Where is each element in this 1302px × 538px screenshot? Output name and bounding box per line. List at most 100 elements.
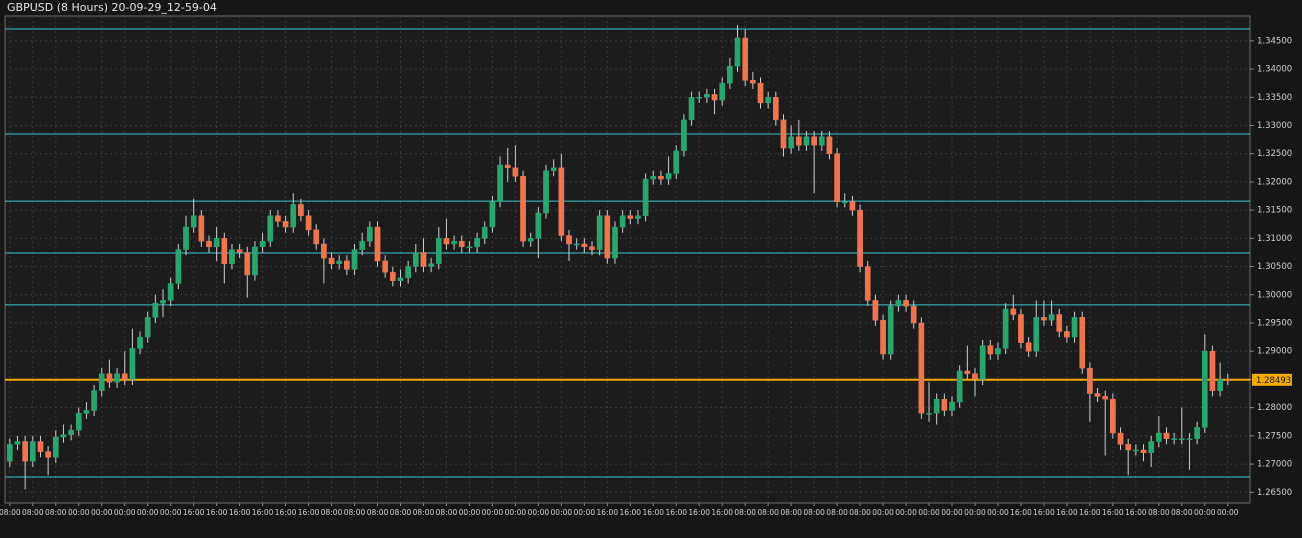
candle-body [114, 373, 120, 383]
candle-body [1117, 432, 1124, 445]
candle-body [183, 226, 189, 250]
candle-body [428, 263, 434, 267]
x-tick-label: 00:00 [1194, 508, 1216, 517]
candle-body [619, 215, 626, 228]
candle-body [267, 215, 274, 242]
candle-body [734, 37, 741, 67]
candle-body [581, 243, 588, 248]
y-tick-label: 1.31000 [1257, 234, 1292, 244]
candle-body [282, 221, 289, 228]
candle-body [1048, 314, 1055, 321]
candle-body [826, 136, 833, 154]
x-tick-label: 16:00 [1033, 508, 1055, 517]
candle-body [481, 226, 488, 239]
candle-body [152, 302, 159, 318]
candle-body [83, 410, 90, 414]
grid [5, 16, 1250, 503]
candle-body [6, 444, 13, 462]
candle-body [474, 238, 480, 248]
candle-body [795, 136, 802, 146]
candle-body [106, 373, 113, 383]
x-tick-label: 00:00 [505, 508, 527, 517]
candle-body [841, 201, 848, 203]
x-tick-label: 00:00 [987, 508, 1009, 517]
candle-body [772, 97, 779, 121]
candle-body [1079, 317, 1086, 369]
candle-body [1010, 308, 1017, 315]
candle-body [642, 178, 649, 217]
x-tick-label: 08:00 [780, 508, 802, 517]
candle-body [543, 170, 549, 214]
candle-body [389, 271, 396, 281]
x-tick-label: 16:00 [596, 508, 618, 517]
x-tick-label: 08:00 [1171, 508, 1193, 517]
candle-body [14, 441, 21, 445]
candle-body [964, 370, 971, 375]
candle-body [1018, 314, 1024, 343]
candle-body [512, 167, 519, 177]
x-tick-label: 16:00 [275, 508, 297, 517]
candle-body [596, 215, 603, 250]
candle-body [489, 201, 496, 228]
candle-body [612, 226, 618, 259]
candle-body [229, 249, 235, 264]
x-tick-label: 16:00 [688, 508, 710, 517]
x-tick-label: 16:00 [665, 508, 687, 517]
candle-body [658, 176, 664, 180]
x-tick-label: 08:00 [757, 508, 779, 517]
x-tick-label: 16:00 [252, 508, 274, 517]
candle-body [1140, 449, 1147, 454]
candle-body [696, 97, 703, 99]
candle-body [213, 238, 220, 248]
current-price-label: 1.28493 [1256, 376, 1291, 386]
candle-body [673, 150, 680, 174]
candle-body [1025, 342, 1032, 352]
y-tick-label: 1.27000 [1257, 460, 1292, 470]
candle-body [956, 370, 963, 403]
x-tick-label: 08:00 [321, 508, 343, 517]
candle-body [880, 319, 886, 355]
candle-body [206, 240, 212, 248]
candle-body [52, 436, 59, 458]
y-tick-label: 1.32000 [1257, 177, 1292, 187]
candle-body [397, 277, 404, 281]
candle-body [137, 336, 143, 349]
candle-body [60, 434, 67, 438]
candle-body [1186, 438, 1193, 440]
candle-body [497, 164, 503, 202]
x-tick-label: 00:00 [91, 508, 113, 517]
candle-body [872, 300, 879, 321]
candle-body [1171, 438, 1178, 440]
candle-body [1064, 331, 1070, 338]
y-tick-label: 1.33000 [1257, 121, 1292, 131]
candle-body [818, 136, 825, 146]
x-tick-label: 08:00 [849, 508, 871, 517]
x-tick-label: 08:00 [1148, 508, 1170, 517]
candle-body [1209, 350, 1216, 391]
candle-body [995, 348, 1001, 355]
candle-body [144, 317, 151, 338]
candle-body [458, 240, 465, 248]
candle-body [1056, 314, 1063, 332]
candle-body [742, 37, 749, 81]
candle-body [1201, 350, 1208, 428]
x-tick-label: 08:00 [734, 508, 756, 517]
candle-body [167, 283, 174, 301]
candle-body [635, 215, 641, 219]
x-tick-label: 00:00 [964, 508, 986, 517]
candle-body [558, 167, 565, 236]
candle-body [451, 240, 457, 245]
candle-body [535, 212, 542, 239]
candle-body [435, 238, 442, 264]
candle-body [780, 119, 787, 149]
candle-body [589, 246, 595, 250]
candle-body [1041, 317, 1047, 321]
x-tick-label: 00:00 [137, 508, 159, 517]
x-tick-label: 16:00 [229, 508, 251, 517]
candle-body [298, 204, 304, 217]
candle-body [75, 413, 82, 431]
candle-body [504, 164, 511, 169]
x-tick-label: 00:00 [459, 508, 481, 517]
x-tick-label: 16:00 [1125, 508, 1147, 517]
candle-body [1033, 317, 1040, 352]
